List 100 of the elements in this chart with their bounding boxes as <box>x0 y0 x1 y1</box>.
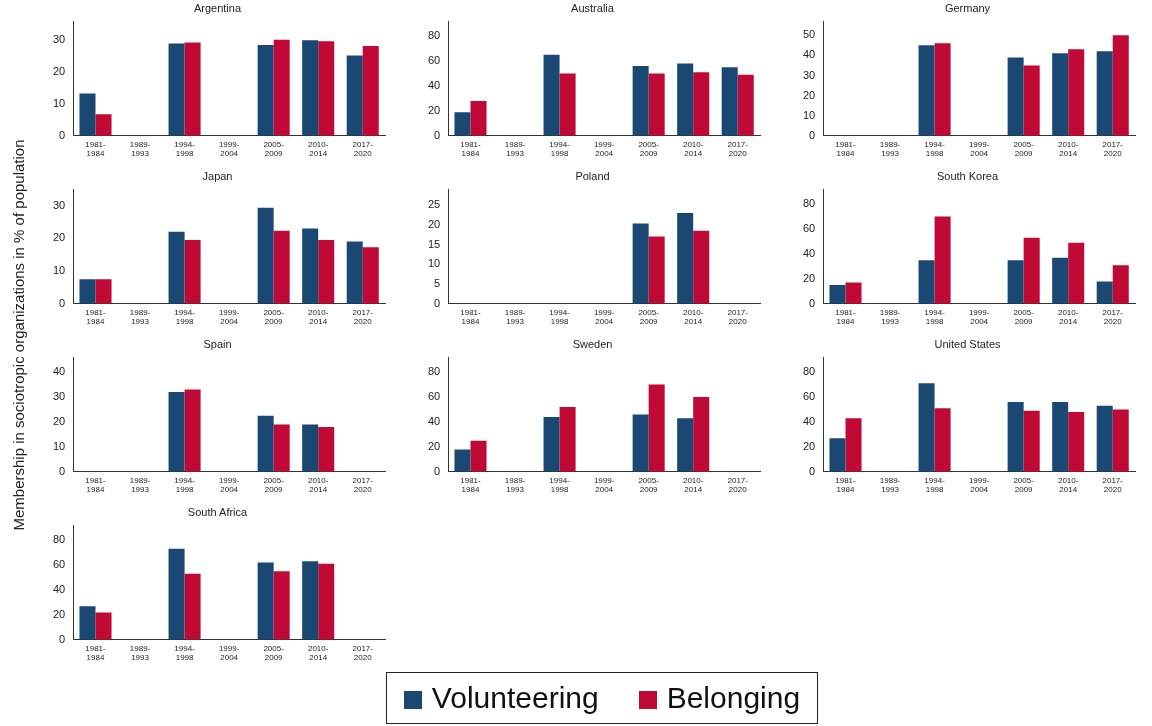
bar <box>257 562 274 640</box>
x-tick-label: 2010-2014 <box>682 139 704 159</box>
bar <box>257 415 274 472</box>
y-tick-label: 0 <box>434 128 441 141</box>
y-tick-label: 0 <box>59 296 66 309</box>
x-tick-label: 2010-2014 <box>1057 139 1079 159</box>
x-tick-label: 1989-1993 <box>504 475 526 495</box>
bar <box>362 247 379 304</box>
x-tick-label: 2005-2009 <box>1013 475 1035 495</box>
bar <box>632 223 649 304</box>
y-tick-label: 0 <box>809 464 816 477</box>
x-tick-label: 1999-2004 <box>968 139 990 159</box>
x-tick-label: 2010-2014 <box>1057 475 1079 495</box>
x-tick-label: 2010-2014 <box>307 643 329 663</box>
x-tick-label: 1989-1993 <box>879 475 901 495</box>
x-tick-label: 1994-1998 <box>549 475 571 495</box>
bar <box>454 112 471 136</box>
bar <box>1052 257 1069 304</box>
x-tick-label: 1999-2004 <box>218 643 240 663</box>
y-tick-label: 20 <box>427 217 441 230</box>
x-tick-label: 2010-2014 <box>682 307 704 327</box>
bar <box>648 384 665 472</box>
x-tick-label: 1999-2004 <box>218 307 240 327</box>
y-tick-label: 0 <box>59 632 66 645</box>
bar <box>257 45 274 136</box>
bar <box>318 239 335 304</box>
x-tick-label: 2005-2009 <box>638 475 660 495</box>
x-tick-label: 1999-2004 <box>218 139 240 159</box>
bar <box>1068 242 1085 304</box>
y-tick-label: 20 <box>52 65 66 78</box>
y-tick-label: 25 <box>427 198 441 211</box>
bar <box>168 231 185 304</box>
bar <box>648 236 665 304</box>
y-axis-title: Membership in sociotropic organizations in % of population <box>9 139 27 531</box>
x-tick-label: 1981-1984 <box>85 139 107 159</box>
chart-title: Australia <box>571 1 615 14</box>
x-tick-label: 1989-1993 <box>879 307 901 327</box>
bar <box>168 43 185 136</box>
bar <box>273 424 290 472</box>
x-tick-label: 2005-2009 <box>263 643 285 663</box>
x-tick-label: 1989-1993 <box>504 307 526 327</box>
bar <box>184 573 201 640</box>
y-tick-label: 0 <box>59 128 66 141</box>
bar <box>1068 412 1085 472</box>
bar <box>1112 35 1129 136</box>
x-tick-label: 2017-2020 <box>1102 307 1124 327</box>
y-tick-label: 10 <box>52 439 66 452</box>
y-tick-label: 60 <box>427 390 441 403</box>
x-tick-label: 1994-1998 <box>549 139 571 159</box>
bar <box>318 426 335 472</box>
y-tick-label: 30 <box>52 33 66 46</box>
chart-title: United States <box>934 337 1002 350</box>
y-tick-label: 80 <box>802 365 816 378</box>
legend-label: Volunteering <box>430 681 599 715</box>
x-tick-label: 1994-1998 <box>924 139 946 159</box>
bar <box>737 74 754 136</box>
x-tick-label: 1999-2004 <box>968 475 990 495</box>
bar <box>829 285 846 304</box>
bar <box>1052 402 1069 472</box>
bar <box>470 440 487 472</box>
x-tick-label: 1994-1998 <box>174 643 196 663</box>
x-tick-label: 1994-1998 <box>924 475 946 495</box>
chart-title: Poland <box>575 169 610 182</box>
y-tick-label: 60 <box>802 222 816 235</box>
y-tick-label: 20 <box>802 88 816 101</box>
x-tick-label: 2017-2020 <box>727 307 749 327</box>
bar <box>693 230 710 304</box>
x-tick-label: 2017-2020 <box>1102 475 1124 495</box>
y-tick-label: 40 <box>802 247 816 260</box>
bar <box>829 438 846 472</box>
x-tick-label: 2017-2020 <box>1102 139 1124 159</box>
bar <box>273 571 290 640</box>
bar <box>346 241 363 304</box>
bar <box>184 389 201 472</box>
x-tick-label: 2017-2020 <box>352 475 374 495</box>
bar <box>302 561 319 640</box>
bar <box>543 54 560 136</box>
bar <box>1052 53 1069 136</box>
bar <box>918 260 935 304</box>
y-tick-label: 0 <box>809 128 816 141</box>
y-tick-label: 20 <box>52 231 66 244</box>
bar <box>1096 51 1113 136</box>
bar <box>934 43 951 136</box>
bar <box>1068 49 1085 136</box>
bar <box>1096 405 1113 472</box>
chart-title: South Korea <box>936 169 999 182</box>
bar <box>257 207 274 304</box>
bar <box>543 416 560 472</box>
y-tick-label: 60 <box>427 54 441 67</box>
y-tick-label: 20 <box>802 439 816 452</box>
bar <box>1023 410 1040 472</box>
y-tick-label: 20 <box>52 607 66 620</box>
y-tick-label: 0 <box>59 464 66 477</box>
y-tick-label: 40 <box>427 79 441 92</box>
x-tick-label: 2017-2020 <box>352 307 374 327</box>
y-tick-label: 30 <box>52 198 66 211</box>
y-tick-label: 10 <box>52 264 66 277</box>
bar <box>302 228 319 304</box>
bar <box>302 40 319 136</box>
bar <box>95 114 112 136</box>
